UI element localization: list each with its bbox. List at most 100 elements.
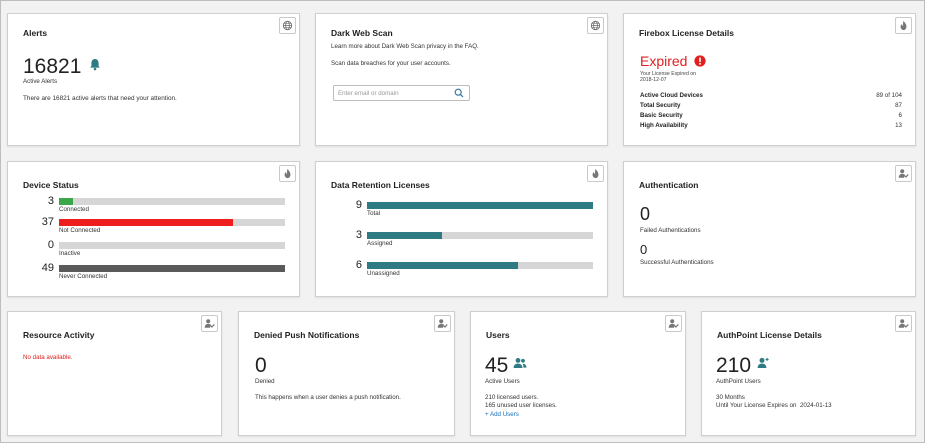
data-retention-title: Data Retention Licenses <box>331 180 430 190</box>
authpoint-expires-date: 2024-01-13 <box>799 402 832 409</box>
device-status-label: Inactive <box>59 250 81 257</box>
device-status-label: Never Connected <box>59 273 108 280</box>
denied-push-message: This happens when a user denies a push n… <box>255 394 401 401</box>
globe-icon[interactable] <box>587 17 604 34</box>
firebox-license-title: Firebox License Details <box>639 28 734 38</box>
data-retention-card[interactable]: Data Retention Licenses 9 Total 3 Assign… <box>315 161 608 297</box>
retention-bar <box>367 202 593 209</box>
firebox-expired-note: Your License Expired on <box>640 71 697 77</box>
denied-push-count: 0 <box>255 354 267 377</box>
authpoint-license-title: AuthPoint License Details <box>717 330 822 340</box>
user-check-icon[interactable] <box>895 165 912 182</box>
alerts-message: There are 16821 active alerts that need … <box>23 95 177 102</box>
device-status-count: 49 <box>41 262 54 274</box>
retention-fill <box>367 262 519 269</box>
authentication-card[interactable]: Authentication 0 Failed Authentications … <box>623 161 916 297</box>
users-licensed: 210 licensed users. <box>485 394 539 401</box>
alerts-card[interactable]: Alerts 16821 Active Alerts There are 168… <box>7 13 300 146</box>
add-users-link[interactable]: + Add Users <box>485 411 519 418</box>
failed-auth-count: 0 <box>640 204 651 224</box>
dark-web-search-input[interactable] <box>338 87 450 99</box>
retention-label: Total <box>367 210 381 217</box>
dark-web-scan-title: Dark Web Scan <box>331 28 393 38</box>
denied-push-label: Denied <box>255 378 275 385</box>
device-status-bar <box>59 242 285 249</box>
device-status-label: Not Connected <box>59 227 101 234</box>
dark-web-search-box <box>333 85 470 101</box>
flame-icon[interactable] <box>279 165 296 182</box>
users-icon <box>513 356 527 368</box>
users-card[interactable]: Users 45 Active Users 210 licensed users… <box>470 311 686 436</box>
authpoint-expires-label: Until Your License Expires on <box>716 402 797 409</box>
retention-count: 9 <box>355 199 362 211</box>
device-status-card[interactable]: Device Status 3 Connected 37 Not Connect… <box>7 161 300 297</box>
denied-push-title: Denied Push Notifications <box>254 330 360 340</box>
license-row-label: Active Cloud Devices <box>640 92 703 99</box>
dark-web-description: Scan data breaches for your user account… <box>331 60 451 67</box>
license-row-value: 89 of 104 <box>876 92 902 99</box>
retention-label: Assigned <box>367 240 393 247</box>
user-check-icon[interactable] <box>665 315 682 332</box>
device-status-bar <box>59 198 285 205</box>
device-status-bar <box>59 265 285 272</box>
device-status-fill <box>59 198 73 205</box>
device-status-label: Connected <box>59 206 89 213</box>
user-icon <box>757 356 769 368</box>
users-count: 45 <box>485 354 509 377</box>
firebox-expired-date: 2018-12-07 <box>640 77 667 83</box>
device-status-count: 37 <box>41 216 54 228</box>
user-check-icon[interactable] <box>434 315 451 332</box>
retention-count: 3 <box>355 229 362 241</box>
firebox-status: Expired <box>640 53 688 69</box>
retention-bar <box>367 232 593 239</box>
retention-bar <box>367 262 593 269</box>
resource-activity-card[interactable]: Resource Activity No data available. <box>7 311 222 436</box>
device-status-count: 0 <box>47 239 54 251</box>
license-row-value: 87 <box>895 102 902 109</box>
license-row-label: Basic Security <box>640 112 683 119</box>
success-auth-label: Successful Authentications <box>640 259 714 266</box>
alerts-count-label: Active Alerts <box>23 78 58 85</box>
flame-icon[interactable] <box>587 165 604 182</box>
alerts-count: 16821 <box>23 55 82 78</box>
globe-icon[interactable] <box>279 17 296 34</box>
users-unused: 165 unused user licenses. <box>485 402 557 409</box>
users-count-label: Active Users <box>485 378 520 385</box>
retention-label: Unassigned <box>367 270 400 277</box>
device-status-fill <box>59 219 234 226</box>
resource-activity-title: Resource Activity <box>23 330 95 340</box>
license-row-value: 13 <box>895 122 902 129</box>
authpoint-license-card[interactable]: AuthPoint License Details 210 AuthPoint … <box>701 311 916 436</box>
device-status-fill <box>59 265 285 272</box>
device-status-title: Device Status <box>23 180 79 190</box>
retention-count: 6 <box>355 259 362 271</box>
license-row-label: High Availability <box>640 122 688 129</box>
bell-icon <box>89 58 101 71</box>
device-status-bar <box>59 219 285 226</box>
user-check-icon[interactable] <box>895 315 912 332</box>
authpoint-months: 30 Months <box>716 394 745 401</box>
firebox-license-card[interactable]: Firebox License Details Expired Your Lic… <box>623 13 916 146</box>
resource-activity-message: No data available. <box>23 354 73 361</box>
failed-auth-label: Failed Authentications <box>640 227 701 234</box>
dark-web-faq-text: Learn more about Dark Web Scan privacy i… <box>331 43 479 50</box>
user-check-icon[interactable] <box>201 315 218 332</box>
authpoint-expires: Until Your License Expires on 2024-01-13 <box>716 402 832 409</box>
authpoint-count: 210 <box>716 354 752 377</box>
license-row-label: Total Security <box>640 102 681 109</box>
dark-web-scan-card[interactable]: Dark Web Scan Learn more about Dark Web … <box>315 13 608 146</box>
denied-push-card[interactable]: Denied Push Notifications 0 Denied This … <box>238 311 455 436</box>
users-title: Users <box>486 330 510 340</box>
success-auth-count: 0 <box>640 242 648 257</box>
device-status-count: 3 <box>47 195 54 207</box>
retention-fill <box>367 202 593 209</box>
alert-icon <box>694 54 706 67</box>
search-icon[interactable] <box>454 88 464 98</box>
retention-fill <box>367 232 442 239</box>
authpoint-count-label: AuthPoint Users <box>716 378 761 385</box>
authentication-title: Authentication <box>639 180 699 190</box>
flame-icon[interactable] <box>895 17 912 34</box>
license-row-value: 6 <box>898 112 902 119</box>
alerts-title: Alerts <box>23 28 48 38</box>
